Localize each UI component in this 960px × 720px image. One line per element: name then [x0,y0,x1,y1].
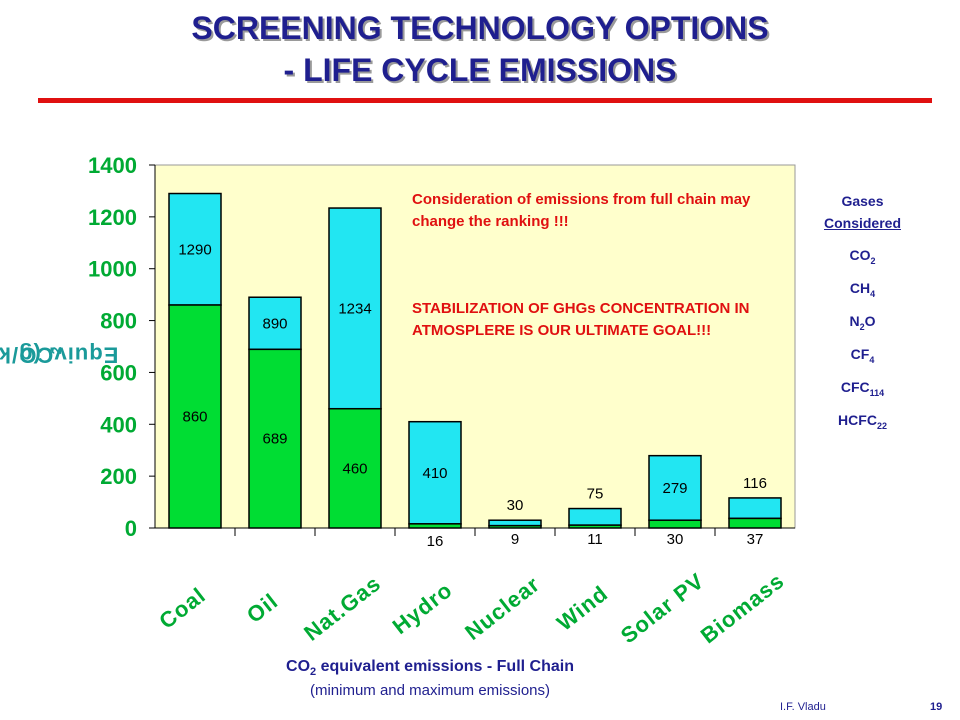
data-label-min: 860 [182,409,207,426]
data-label-min: 689 [262,431,287,448]
x-category-label: Oil [242,588,283,628]
y-tick-label: 1200 [88,205,137,230]
y-tick-label: 1000 [88,257,137,282]
gases-title-line-2: Considered [823,215,901,231]
gas-item: HCFC22 [838,412,887,431]
page-number: 19 [930,701,943,713]
footer-subcaption: (minimum and maximum emissions) [309,682,551,699]
slide-title-line-2: - LIFE CYCLE EMISSIONS [283,52,677,88]
annotation-stabilization-goal: STABILIZATION OF GHGs CONCENTRATION IN A… [412,300,750,339]
gas-item: CFC114 [840,379,885,398]
data-label-max: 1234 [338,300,371,317]
x-category-label: Coal [154,582,210,634]
bar-min [328,407,382,529]
y-tick-label: 0 [125,516,137,541]
data-label-max: 890 [262,315,287,332]
gas-item: N2O [849,313,876,332]
x-category-label: Solar PV [616,568,709,648]
bar-min [248,348,302,529]
gases-considered-heading: Gases Considered [800,190,925,234]
data-label-min: 460 [342,460,367,477]
title-divider [38,98,932,103]
gases-title-line-1: Gases [841,193,884,209]
footer-caption: CO2 equivalent emissions - Full Chain [286,658,574,679]
y-tick-label: 200 [100,464,137,489]
data-label-min: 37 [747,531,764,548]
x-category-label: Biomass [696,568,789,648]
y-tick-label: 800 [100,309,137,334]
bar-max [248,296,302,351]
x-category-label: Nuclear [460,571,545,645]
data-label-max: 116 [743,475,767,492]
gas-item: CH4 [849,280,876,299]
data-label-min: 30 [667,531,684,548]
y-tick-label: 600 [100,360,137,385]
bar-min [488,524,542,529]
data-label-max: 279 [662,480,687,497]
bar-min [568,524,622,529]
bar-min [168,304,222,529]
bar-max [568,507,622,526]
gas-item: CO2 [849,247,876,266]
annotation-ranking-note: Consideration of emissions from full cha… [412,191,751,230]
data-label-min: 9 [511,531,519,548]
author-credit: I.F. Vladu [780,701,826,713]
data-label-max: 410 [422,465,447,482]
bar-max [488,519,542,527]
gas-item: CF4 [850,346,875,365]
data-label-max: 75 [587,486,604,503]
data-label-min: 16 [427,533,444,550]
bar-max [168,192,222,306]
x-category-label: Nat.Gas [299,570,385,645]
bar-min [728,517,782,529]
data-label-max: 1290 [178,241,211,258]
x-category-label: Hydro [388,577,457,639]
bar-max [328,207,382,410]
bar-max [408,420,462,525]
x-category-label: Wind [552,581,613,636]
data-label-min: 11 [587,531,603,548]
slide-title-line-1: SCREENING TECHNOLOGY OPTIONS [191,10,769,46]
data-label-max: 30 [507,497,524,514]
y-tick-label: 1400 [88,153,137,178]
bar-max [728,497,782,520]
bar-max [648,454,702,521]
y-tick-label: 400 [100,412,137,437]
bar-min [408,523,462,529]
bar-min [648,519,702,529]
